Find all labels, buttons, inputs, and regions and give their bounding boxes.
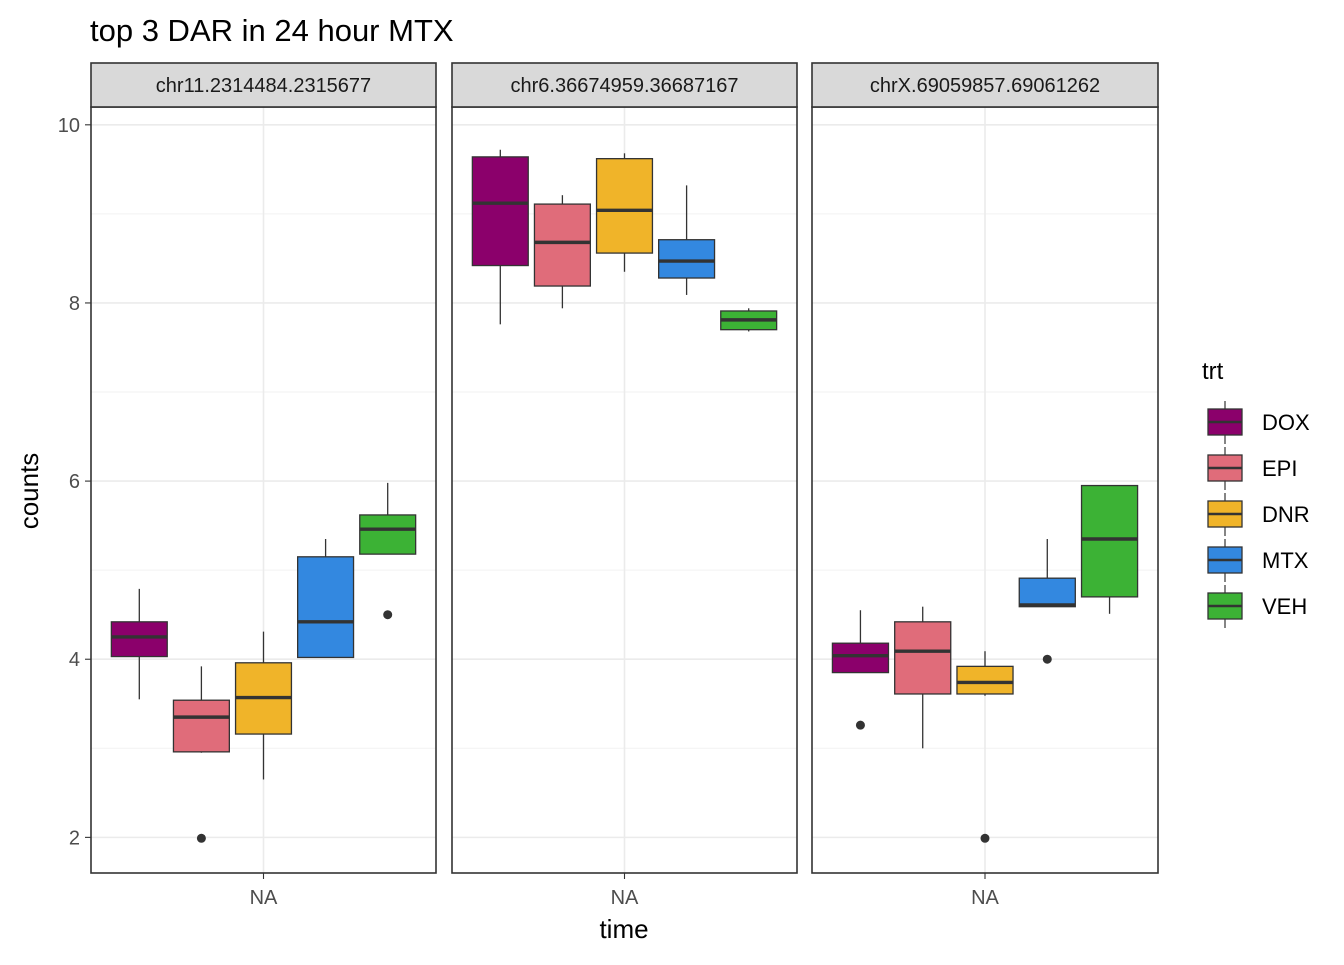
box-body [471, 156, 529, 267]
facet-strip [451, 62, 798, 108]
box-dox [471, 149, 529, 325]
box-body [297, 556, 355, 659]
legend-item-dox: DOX [1207, 401, 1310, 444]
box-body [956, 665, 1014, 695]
legend-item-epi: EPI [1207, 447, 1297, 490]
box-dnr [234, 631, 293, 780]
legend-label: DNR [1262, 502, 1310, 527]
facet-strip [90, 62, 437, 108]
box-body [658, 239, 716, 279]
box-mtx [297, 538, 355, 659]
legend-title: trt [1202, 358, 1224, 385]
box-veh [1080, 484, 1139, 614]
box-dox [831, 610, 890, 730]
box-veh [359, 482, 417, 620]
facet-panel: chr6.36674959.36687167 NA [451, 62, 798, 909]
facet-panel: chr11.2314484.2315677 NA [90, 62, 437, 909]
box-body [533, 203, 591, 287]
legend-item-mtx: MTX [1207, 539, 1309, 582]
x-tick-label: NA [611, 887, 639, 909]
legend-item-veh: VEH [1207, 585, 1307, 628]
box-body [831, 642, 890, 674]
box-body [595, 158, 654, 254]
box-body [1018, 577, 1076, 608]
box-epi [894, 606, 952, 749]
facet-strip [811, 62, 1159, 108]
box-mtx [658, 185, 716, 295]
x-tick-label: NA [250, 887, 278, 909]
chart-title: top 3 DAR in 24 hour MTX [90, 13, 454, 48]
y-axis: 2 4 6 8 10 [58, 115, 91, 849]
facet-strip-label: chrX.69059857.69061262 [870, 75, 1100, 97]
legend-label: EPI [1262, 456, 1297, 481]
y-tick-label: 2 [69, 827, 80, 849]
box-epi [172, 666, 230, 843]
legend-label: VEH [1262, 594, 1307, 619]
box-dnr [595, 153, 654, 272]
facet-strip-label: chr6.36674959.36687167 [511, 75, 739, 97]
legend-item-dnr: DNR [1207, 493, 1310, 536]
box-body [894, 621, 952, 695]
legend-label: DOX [1262, 410, 1310, 435]
box-mtx [1018, 538, 1076, 664]
facet-panel: chrX.69059857.69061262 NA [811, 62, 1159, 909]
outlier-point [1042, 654, 1052, 664]
y-tick-label: 4 [69, 649, 80, 671]
y-axis-label: counts [14, 453, 44, 530]
facets: chr11.2314484.2315677NAchr6.36674959.366… [90, 62, 1159, 909]
outlier-point [855, 720, 865, 730]
y-tick-label: 10 [58, 115, 80, 137]
box-body [110, 621, 168, 658]
y-tick-label: 6 [69, 471, 80, 493]
box-veh [720, 308, 778, 332]
y-tick-label: 8 [69, 293, 80, 315]
x-axis-label: time [599, 914, 648, 944]
box-dox [110, 588, 168, 700]
legend-label: MTX [1262, 548, 1309, 573]
box-dnr [956, 651, 1014, 843]
outlier-point [980, 833, 990, 843]
facet-strip-label: chr11.2314484.2315677 [156, 75, 371, 97]
outlier-point [196, 833, 206, 843]
outlier-point [383, 610, 393, 620]
box-body [1080, 484, 1139, 598]
x-tick-label: NA [971, 887, 999, 909]
legend: trt DOX EPI DNR MTX VEH [1202, 358, 1310, 628]
box-body [172, 699, 230, 753]
box-body [359, 514, 417, 555]
box-epi [533, 195, 591, 309]
